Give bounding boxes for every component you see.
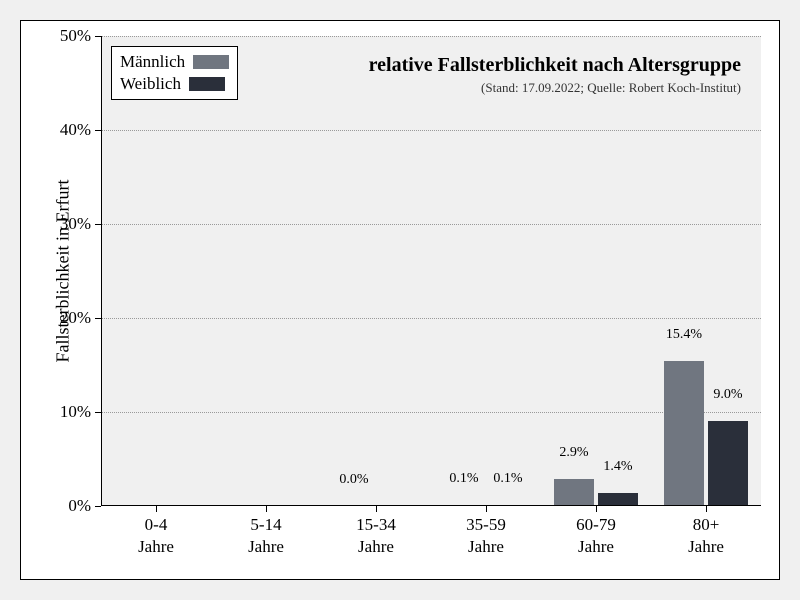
- bar-value-label: 1.4%: [603, 459, 632, 475]
- legend-label-female: Weiblich: [120, 74, 181, 94]
- bar-value-label: 0.0%: [339, 472, 368, 488]
- legend: Männlich Weiblich: [111, 46, 238, 100]
- bar-male: [554, 479, 594, 506]
- legend-swatch-male: [193, 55, 229, 69]
- x-tick-mark: [706, 506, 707, 512]
- gridline: [101, 412, 761, 413]
- y-axis-line: [101, 36, 102, 506]
- bar-value-label: 9.0%: [713, 387, 742, 403]
- x-tick-mark: [596, 506, 597, 512]
- y-tick-label: 0%: [68, 496, 91, 516]
- x-tick-label: 80+Jahre: [688, 514, 724, 558]
- bar-male: [664, 361, 704, 506]
- x-tick-label: 35-59Jahre: [466, 514, 506, 558]
- gridline: [101, 224, 761, 225]
- x-tick-label: 60-79Jahre: [576, 514, 616, 558]
- chart-title: relative Fallsterblichkeit nach Altersgr…: [369, 54, 741, 77]
- y-tick-label: 50%: [60, 26, 91, 46]
- chart-panel: Fallsterblichkeit in Erfurt relative Fal…: [20, 20, 780, 580]
- x-tick-label: 5-14Jahre: [248, 514, 284, 558]
- y-tick-label: 20%: [60, 308, 91, 328]
- y-tick-label: 10%: [60, 402, 91, 422]
- legend-item-female: Weiblich: [120, 73, 229, 95]
- x-tick-mark: [376, 506, 377, 512]
- x-tick-mark: [486, 506, 487, 512]
- legend-item-male: Männlich: [120, 51, 229, 73]
- bar-value-label: 15.4%: [666, 327, 702, 343]
- gridline: [101, 36, 761, 37]
- x-tick-mark: [156, 506, 157, 512]
- y-axis-label: Fallsterblichkeit in Erfurt: [53, 180, 74, 363]
- bar-value-label: 2.9%: [559, 445, 588, 461]
- x-tick-label: 15-34Jahre: [356, 514, 396, 558]
- y-tick-label: 40%: [60, 120, 91, 140]
- x-tick-label: 0-4Jahre: [138, 514, 174, 558]
- x-axis-line: [101, 505, 761, 506]
- gridline: [101, 130, 761, 131]
- bar-female: [708, 421, 748, 506]
- gridline: [101, 318, 761, 319]
- chart-subtitle: (Stand: 17.09.2022; Quelle: Robert Koch-…: [481, 80, 741, 96]
- bar-value-label: 0.1%: [449, 471, 478, 487]
- legend-label-male: Männlich: [120, 52, 185, 72]
- x-tick-mark: [266, 506, 267, 512]
- bar-value-label: 0.1%: [493, 471, 522, 487]
- plot-area: Fallsterblichkeit in Erfurt relative Fal…: [101, 36, 761, 506]
- y-tick-label: 30%: [60, 214, 91, 234]
- legend-swatch-female: [189, 77, 225, 91]
- y-tick-mark: [95, 506, 101, 507]
